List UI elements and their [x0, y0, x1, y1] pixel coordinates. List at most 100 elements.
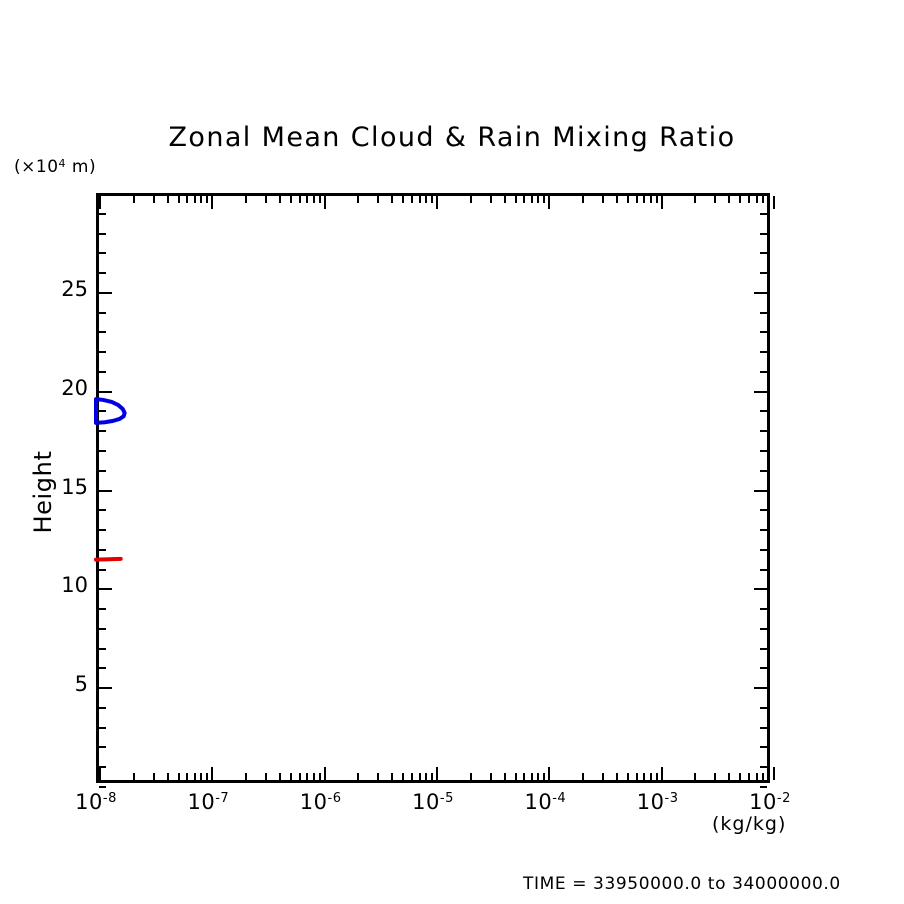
axis-tick — [760, 746, 767, 749]
axis-tick — [402, 773, 405, 780]
axis-tick — [99, 647, 106, 650]
axis-tick — [489, 773, 492, 780]
x-axis-tick-label: 10-5 — [412, 790, 454, 814]
axis-tick — [418, 196, 421, 203]
axis-tick — [436, 196, 438, 209]
axis-tick — [530, 196, 533, 203]
x-tick-exponent: -4 — [552, 791, 567, 806]
axis-tick — [99, 786, 106, 788]
x-tick-mantissa: 10 — [749, 790, 777, 814]
axis-tick — [99, 311, 106, 314]
axis-tick — [278, 196, 281, 203]
axis-tick — [760, 272, 767, 275]
y-axis-unit-prefix: (×10 — [14, 157, 59, 177]
axis-tick — [206, 773, 209, 780]
axis-tick — [760, 430, 767, 433]
axis-tick — [99, 706, 106, 709]
axis-tick — [626, 196, 629, 203]
axis-tick — [649, 196, 652, 203]
axis-tick — [99, 608, 106, 611]
axis-tick — [643, 773, 646, 780]
axis-tick — [760, 608, 767, 611]
axis-tick — [289, 196, 292, 203]
axis-tick — [760, 766, 767, 769]
axis-tick — [200, 773, 203, 780]
axis-tick — [430, 196, 433, 203]
axis-tick — [760, 252, 767, 255]
axis-tick — [99, 509, 106, 512]
x-tick-exponent: -3 — [664, 791, 679, 806]
axis-tick — [523, 773, 526, 780]
axis-tick — [99, 410, 106, 413]
y-axis-unit-suffix: m) — [66, 157, 97, 177]
x-tick-mantissa: 10 — [524, 790, 553, 814]
y-axis-tick-labels: 5 10 15 20 25 — [42, 0, 88, 904]
axis-tick — [694, 773, 697, 780]
axis-tick — [760, 469, 767, 472]
axis-tick — [99, 726, 106, 729]
axis-tick — [635, 196, 638, 203]
axis-tick — [760, 410, 767, 413]
axis-tick — [99, 370, 106, 373]
axis-tick — [760, 449, 767, 452]
axis-tick — [298, 773, 301, 780]
axis-tick — [166, 196, 169, 203]
axis-tick — [601, 196, 604, 203]
axis-tick — [245, 773, 248, 780]
axis-tick — [411, 773, 414, 780]
axis-tick — [200, 196, 203, 203]
axis-tick — [318, 196, 321, 203]
axis-tick — [728, 196, 731, 203]
axis-tick — [762, 773, 765, 780]
axis-tick — [99, 568, 106, 571]
axis-tick — [391, 773, 394, 780]
axis-tick — [425, 196, 428, 203]
axis-tick — [264, 196, 267, 203]
axis-tick — [635, 773, 638, 780]
axis-tick — [166, 773, 169, 780]
axis-tick — [760, 232, 767, 235]
axis-tick — [503, 773, 506, 780]
axis-tick — [425, 773, 428, 780]
x-axis-tick-label: 10-4 — [524, 790, 566, 814]
axis-tick — [418, 773, 421, 780]
axis-tick — [760, 786, 767, 788]
axis-tick — [186, 773, 189, 780]
axis-tick — [177, 773, 180, 780]
axis-tick — [615, 196, 618, 203]
axis-tick — [582, 773, 585, 780]
axis-tick — [760, 647, 767, 650]
y-axis-unit-label: (×104 m) — [14, 157, 96, 177]
axis-tick — [132, 773, 135, 780]
axis-tick — [377, 196, 380, 203]
axis-tick — [760, 726, 767, 729]
axis-tick — [754, 390, 767, 393]
axis-tick — [739, 773, 742, 780]
x-tick-exponent: -5 — [439, 791, 454, 806]
axis-tick — [748, 196, 751, 203]
axis-tick — [99, 449, 106, 452]
axis-tick — [99, 767, 101, 780]
axis-tick — [755, 773, 758, 780]
x-tick-exponent: -2 — [776, 791, 791, 806]
axis-tick — [643, 196, 646, 203]
axis-tick — [357, 773, 360, 780]
axis-tick — [754, 291, 767, 294]
axis-tick — [714, 773, 717, 780]
axis-tick — [430, 773, 433, 780]
axis-tick — [754, 687, 767, 690]
time-range-caption: TIME = 33950000.0 to 34000000.0 — [523, 874, 841, 894]
axis-tick — [289, 773, 292, 780]
axis-tick — [739, 196, 742, 203]
axis-tick — [601, 773, 604, 780]
x-axis-tick-label: 10-2 — [749, 790, 791, 814]
axis-tick — [762, 196, 765, 203]
x-tick-mantissa: 10 — [299, 790, 328, 814]
axis-tick — [754, 489, 767, 492]
axis-tick — [760, 370, 767, 373]
axis-tick — [514, 773, 517, 780]
axis-tick — [99, 212, 106, 215]
y-axis-unit-exponent: 4 — [58, 157, 67, 170]
axis-tick — [767, 773, 770, 780]
y-axis-tick-label: 10 — [61, 573, 88, 598]
